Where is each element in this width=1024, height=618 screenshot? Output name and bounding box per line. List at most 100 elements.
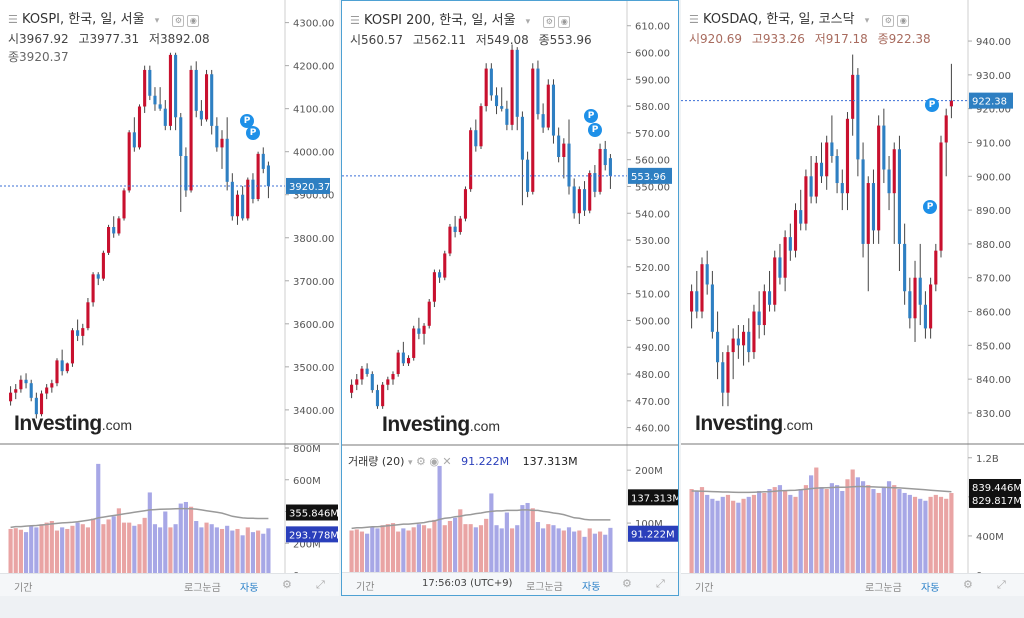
- candle-body: [608, 158, 612, 176]
- candle-body: [261, 153, 265, 169]
- log-scale-button[interactable]: 로그눈금: [865, 583, 902, 594]
- volume-bar: [240, 535, 245, 575]
- visibility-icon[interactable]: ◉: [558, 16, 571, 28]
- volume-bar: [541, 528, 546, 576]
- kospi-symbol-header[interactable]: ☰ KOSPI, 한국, 일, 서울 ▾ ⚙ ◉: [8, 8, 200, 27]
- settings-icon[interactable]: ⚙: [543, 16, 556, 28]
- candle-body: [887, 169, 891, 194]
- volume-bar: [250, 532, 256, 575]
- kospi200-chart-svg[interactable]: 610.00 600.00 590.00 580.00 570.00 560.00 550.…: [342, 1, 679, 596]
- kosdaq-chart-svg[interactable]: 940.00 930.00 920.00 910.00 900.00 890.00 880.…: [681, 0, 1024, 596]
- pivot-badge-icon[interactable]: P: [246, 126, 260, 140]
- volume-bar: [845, 479, 850, 575]
- auto-scale-button[interactable]: 자동: [582, 582, 601, 593]
- dropdown-arrow-icon[interactable]: ▾: [154, 16, 160, 26]
- volume-value-label: 293.778M: [289, 530, 339, 541]
- candle-body: [767, 291, 772, 305]
- candle-body: [417, 328, 421, 334]
- pivot-badge-icon[interactable]: P: [588, 123, 602, 137]
- volume-bar: [824, 489, 829, 575]
- dropdown-arrow-icon[interactable]: ▾: [407, 458, 413, 468]
- chart-panel-kospi200[interactable]: 610.00 600.00 590.00 580.00 570.00 560.00 550.…: [341, 0, 679, 596]
- chart-panel-kospi[interactable]: 4300.00 4200.00 4100.00 4000.00 3900.00 3800.…: [0, 0, 339, 596]
- gear-icon[interactable]: ⚙: [963, 578, 973, 591]
- auto-scale-button[interactable]: 자동: [921, 583, 940, 594]
- volume-bar: [834, 485, 840, 575]
- low-value: 549.08: [486, 33, 529, 47]
- volume-bar: [871, 489, 876, 575]
- volume-bar: [121, 522, 127, 575]
- fullscreen-icon[interactable]: ⤢: [997, 578, 1006, 591]
- visibility-icon[interactable]: ◉: [897, 15, 910, 27]
- pivot-badge-icon[interactable]: P: [923, 200, 937, 214]
- indicator-buttons[interactable]: ⚙ ◉ ✕: [415, 455, 452, 468]
- candle-body: [122, 190, 126, 219]
- pivot-badge-icon[interactable]: P: [584, 109, 598, 123]
- kosdaq-symbol-header[interactable]: ☰ KOSDAQ, 한국, 일, 코스닥 ▾ ⚙ ◉: [689, 8, 910, 27]
- logo-suffix: .com: [101, 417, 133, 433]
- settings-icon[interactable]: ⚙: [172, 15, 185, 27]
- logo-main: Investing: [14, 412, 102, 435]
- log-scale-button[interactable]: 로그눈금: [526, 582, 563, 593]
- volume-bar: [603, 534, 608, 576]
- pivot-badge-icon[interactable]: P: [240, 114, 254, 128]
- high-label: 고: [412, 33, 424, 47]
- volume-bar: [772, 487, 777, 575]
- volume-bar: [715, 500, 720, 575]
- candle-body: [107, 227, 111, 253]
- settings-icon[interactable]: ⚙: [882, 15, 895, 27]
- candle-body: [360, 368, 364, 380]
- chart-panel-kosdaq[interactable]: 940.00 930.00 920.00 910.00 900.00 890.00 880.…: [681, 0, 1024, 596]
- candle-body: [809, 176, 813, 197]
- visibility-icon[interactable]: ◉: [187, 15, 200, 27]
- volume-bar: [608, 527, 613, 576]
- price-tick-label: 3800.00: [293, 234, 334, 245]
- candle-body: [112, 227, 116, 234]
- candle-body: [215, 125, 219, 148]
- fullscreen-icon[interactable]: ⤢: [656, 577, 665, 590]
- kospi200-symbol-header[interactable]: ☰ KOSPI 200, 한국, 일, 서울 ▾ ⚙ ◉: [350, 9, 571, 28]
- volume-value-tag: [969, 478, 1021, 495]
- price-tick-label: 4200.00: [293, 62, 334, 73]
- ohlc-readout: 시560.57 고562.11 저549.08 종553.96: [350, 31, 598, 48]
- period-button[interactable]: 기간: [695, 583, 714, 594]
- window-bottom-strip: [0, 596, 1024, 618]
- candle-body: [690, 291, 694, 312]
- fullscreen-icon[interactable]: ⤢: [316, 578, 325, 591]
- logo-main: Investing: [382, 413, 470, 436]
- candle-body: [34, 397, 38, 415]
- candle-body: [101, 252, 105, 279]
- dropdown-arrow-icon[interactable]: ▾: [525, 17, 531, 27]
- price-tick-label: 530.00: [635, 236, 670, 247]
- candle-body: [19, 379, 23, 390]
- volume-tick-label: 400M: [976, 532, 1004, 543]
- price-tick-label: 480.00: [635, 370, 670, 381]
- dropdown-arrow-icon[interactable]: ▾: [864, 16, 870, 26]
- candle-body: [70, 330, 75, 364]
- volume-bar: [137, 524, 142, 575]
- chart-menu-icon[interactable]: ☰: [8, 13, 18, 26]
- price-tick-label: 920.00: [976, 105, 1011, 116]
- candle-body: [153, 95, 157, 105]
- candle-body: [381, 384, 385, 407]
- volume-indicator-label[interactable]: 거래량 (20) ▾ ⚙ ◉ ✕ 91.222M 137.313M: [348, 453, 578, 469]
- pivot-badge-icon[interactable]: P: [925, 98, 939, 112]
- gear-icon[interactable]: ⚙: [622, 577, 632, 590]
- volume-bar: [912, 496, 918, 575]
- price-tick-label: 930.00: [976, 71, 1011, 82]
- candle-body: [819, 162, 824, 177]
- kospi-chart-svg[interactable]: 4300.00 4200.00 4100.00 4000.00 3900.00 3800.…: [0, 0, 339, 596]
- period-button[interactable]: 기간: [14, 583, 33, 594]
- volume-value-ma: 137.313M: [522, 455, 578, 468]
- gear-icon[interactable]: ⚙: [282, 578, 292, 591]
- log-scale-button[interactable]: 로그눈금: [184, 583, 221, 594]
- volume-title: 거래량 (20): [348, 455, 405, 468]
- volume-bar: [463, 524, 468, 576]
- period-button[interactable]: 기간: [356, 582, 375, 593]
- chart-menu-icon[interactable]: ☰: [350, 14, 360, 27]
- candle-body: [840, 183, 844, 194]
- volume-bar: [592, 533, 597, 576]
- candle-body: [463, 189, 468, 219]
- chart-menu-icon[interactable]: ☰: [689, 13, 699, 26]
- auto-scale-button[interactable]: 자동: [240, 583, 259, 594]
